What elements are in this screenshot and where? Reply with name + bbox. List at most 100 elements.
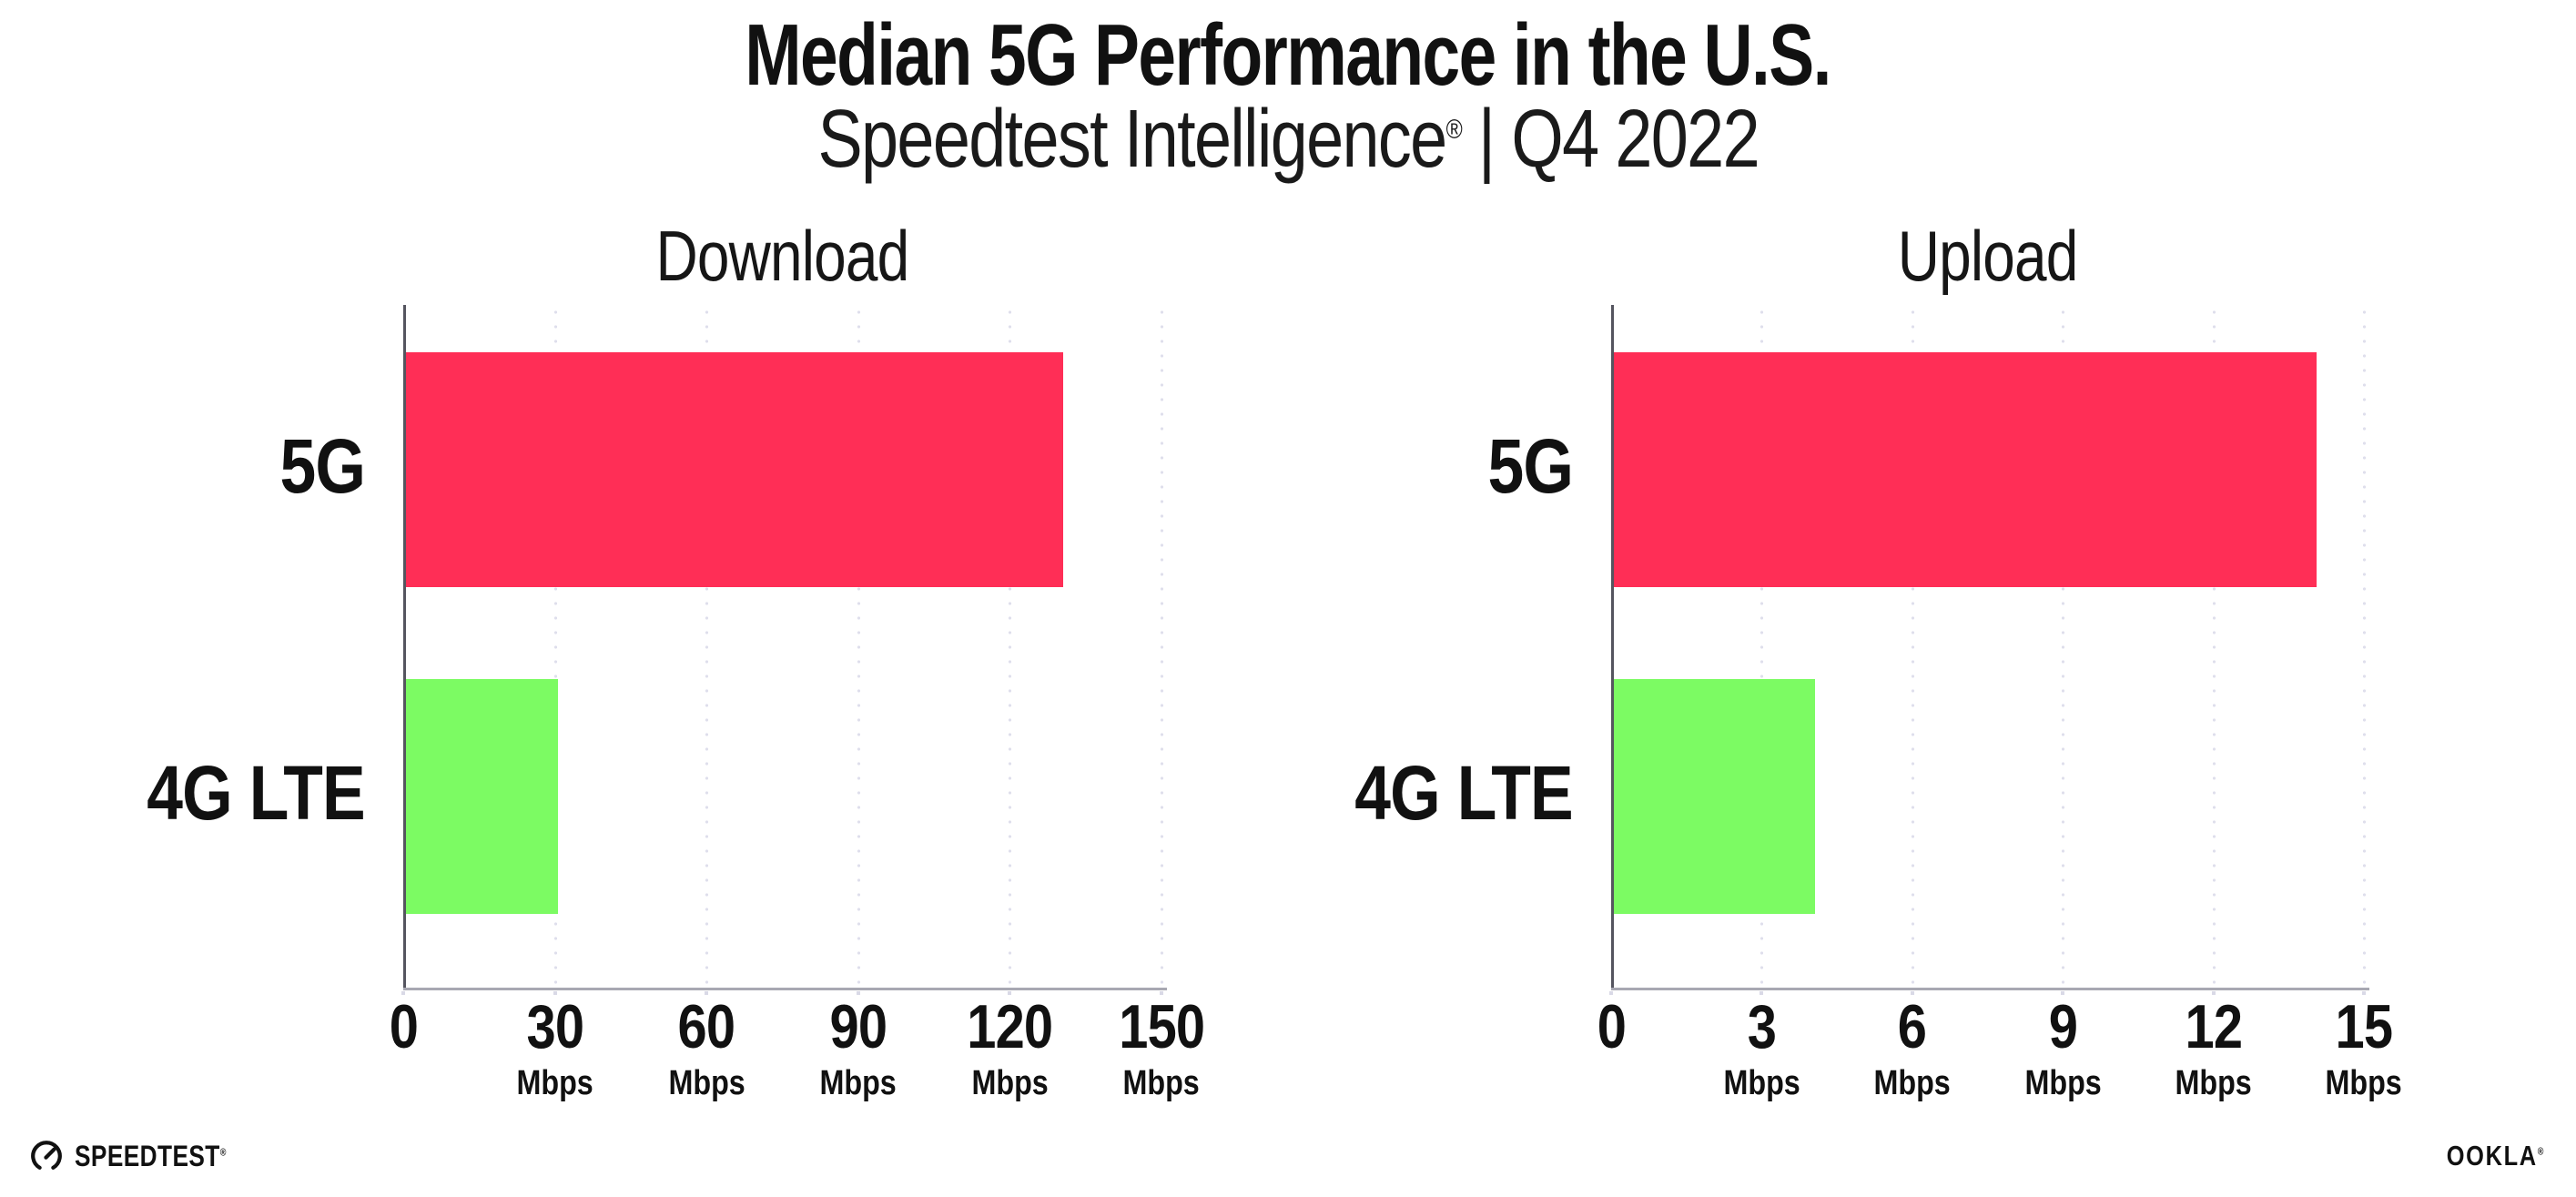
x-tick-12: 12 Mbps [2095,996,2332,1103]
x-tick-value-text: 60 [677,992,735,1061]
axis-tick-dot [2362,991,2366,995]
x-tick-value: 12 [2095,996,2332,1058]
x-tick-30: 30 Mbps [437,996,674,1103]
x-tick-value: 9 [1944,996,2181,1058]
axis-tick-dot [1160,991,1163,995]
axis-tick-dot [2211,991,2216,995]
x-tick-value: 0 [285,996,522,1058]
x-tick-unit-text: Mbps [971,1064,1049,1102]
x-tick-unit-text: Mbps [668,1064,745,1102]
x-tick-unit-text: Mbps [2024,1064,2102,1102]
x-tick-value: 3 [1643,996,1880,1058]
x-tick-value: 30 [437,996,674,1058]
bar-4g-lte [406,679,558,914]
y-axis-line [403,305,406,988]
x-axis-line [403,988,1167,990]
gridline-12 [2212,305,2216,988]
speedtest-logo: SPEEDTEST® [29,1136,259,1176]
x-tick-value: 120 [891,996,1128,1058]
x-tick-value: 60 [588,996,825,1058]
x-tick-value: 6 [1794,996,2031,1058]
x-tick-150: 150 Mbps [1043,996,1280,1103]
axis-tick-dot [1008,991,1012,995]
category-label-text: 5G [279,423,365,509]
axis-tick-dot [553,991,557,995]
x-axis-line [1611,988,2369,990]
x-tick-unit: Mbps [1643,1064,1880,1103]
gridline-15 [2363,305,2366,988]
x-tick-unit: Mbps [437,1064,674,1103]
gridline-150 [1161,305,1163,988]
y-axis-line [1611,305,1614,988]
x-tick-value-text: 3 [1747,992,1777,1061]
x-tick-unit-text: Mbps [1723,1064,1800,1102]
x-tick-unit: Mbps [740,1064,977,1103]
gridline-120 [1009,305,1012,988]
category-label-text: 4G LTE [1354,750,1573,836]
x-tick-unit: Mbps [1794,1064,2031,1103]
x-tick-value-text: 9 [2048,992,2078,1061]
speedtest-registered-mark: ® [219,1146,227,1158]
gridline-6 [1911,305,1914,988]
gridline-3 [1760,305,1764,988]
x-tick-unit-text: Mbps [1873,1064,1951,1102]
x-tick-0: 0 [285,996,522,1058]
x-tick-value: 150 [1043,996,1280,1058]
chart-title-text: Download [655,216,910,296]
x-tick-value-text: 90 [829,992,887,1061]
bar-5g [406,352,1063,587]
plot-area-upload [1611,305,2369,990]
gridline-60 [705,305,709,988]
x-tick-value-text: 12 [2185,992,2242,1061]
ookla-registered-mark: ® [2537,1146,2545,1158]
x-tick-unit-text: Mbps [2325,1064,2403,1102]
axis-tick-dot [1760,991,1764,995]
plot-area-download [403,305,1167,990]
chart-title-download: Download [267,215,1298,298]
x-tick-6: 6 Mbps [1794,996,2031,1103]
page-subtitle-text: Speedtest Intelligence® | Q4 2022 [817,93,1760,187]
page-title: Median 5G Performance in the U.S. [0,5,2576,106]
axis-tick-dot [856,991,860,995]
x-tick-value-text: 0 [1597,992,1626,1061]
registered-mark: ® [1445,115,1462,145]
x-tick-value: 15 [2246,996,2482,1058]
x-tick-unit: Mbps [891,1064,1128,1103]
x-tick-unit-text: Mbps [516,1064,593,1102]
axis-tick-dot [401,991,405,995]
x-tick-unit: Mbps [588,1064,825,1103]
x-tick-3: 3 Mbps [1643,996,1880,1103]
x-tick-unit-text: Mbps [819,1064,897,1102]
category-label-text: 5G [1487,423,1573,509]
axis-tick-dot [1910,991,1914,995]
x-tick-unit: Mbps [1043,1064,1280,1103]
speedtest-wordmark: SPEEDTEST® [75,1140,259,1173]
x-tick-120: 120 Mbps [891,996,1128,1103]
gridline-30 [553,305,557,988]
subtitle-period: | Q4 2022 [1460,94,1760,185]
x-tick-unit: Mbps [1944,1064,2181,1103]
bar-4g-lte [1614,679,1815,914]
gridline-9 [2062,305,2065,988]
x-tick-value-text: 6 [1898,992,1927,1061]
x-tick-0: 0 [1493,996,1729,1058]
speedtest-gauge-icon [31,1141,62,1170]
chart-title-upload: Upload [1475,215,2500,298]
speedtest-wordmark-text: SPEEDTEST® [75,1139,227,1172]
ookla-logo: OOKLA® [2425,1140,2545,1172]
category-label-4g-lte: 4G LTE [0,749,365,837]
x-tick-15: 15 Mbps [2246,996,2482,1103]
x-tick-value-text: 15 [2335,992,2393,1061]
x-tick-value-text: 30 [526,992,583,1061]
axis-tick-dot [2061,991,2065,995]
subtitle-brand: Speedtest Intelligence [817,94,1447,185]
x-tick-value-text: 120 [967,992,1053,1061]
category-label-4g-lte: 4G LTE [1182,749,1573,837]
category-label-5g: 5G [0,422,365,511]
x-tick-value: 0 [1493,996,1729,1058]
x-tick-value-text: 0 [389,992,418,1061]
x-tick-unit-text: Mbps [1122,1064,1201,1102]
x-tick-unit: Mbps [2095,1064,2332,1103]
page-subtitle: Speedtest Intelligence® | Q4 2022 [0,93,2576,187]
